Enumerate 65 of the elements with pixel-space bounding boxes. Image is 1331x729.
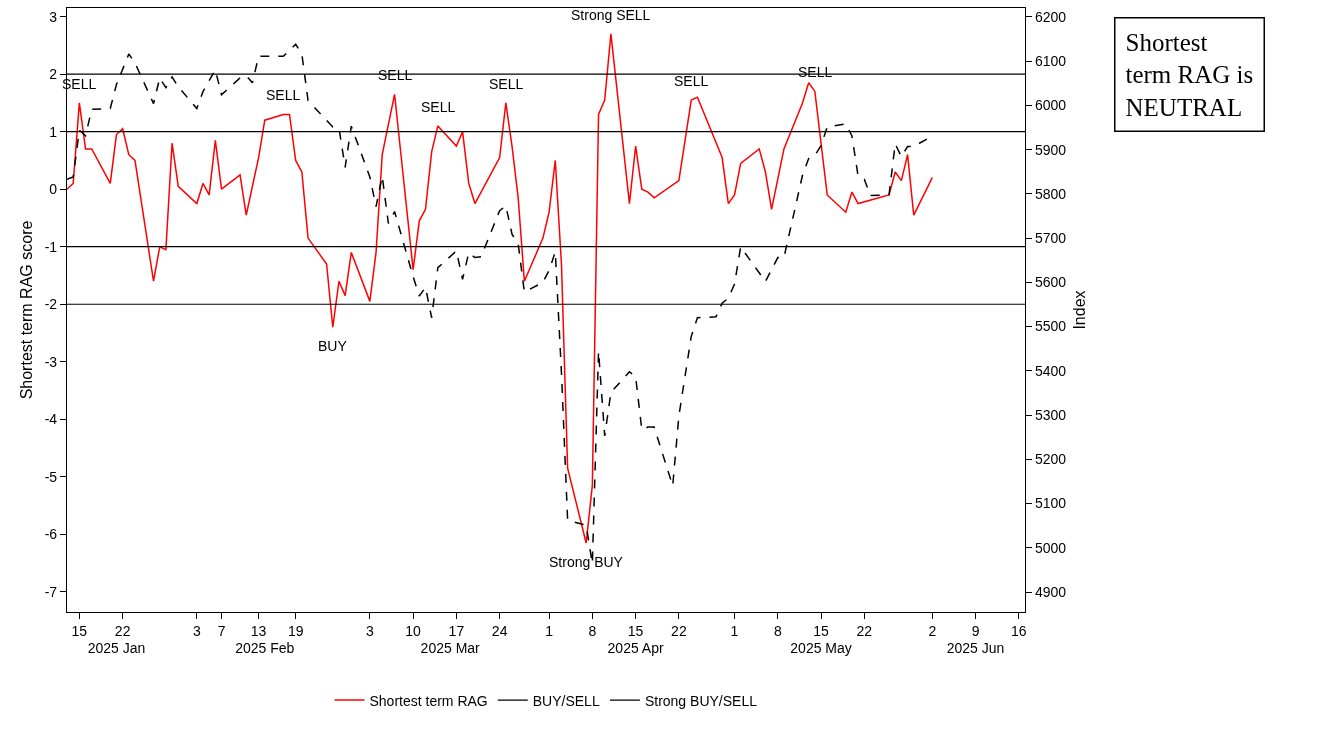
y-tick-label: 1 bbox=[49, 123, 58, 140]
x-tick-label: 15 bbox=[627, 622, 644, 639]
annotation: BUY bbox=[318, 338, 348, 354]
x2-tick-label: 2025 Jan bbox=[87, 640, 146, 656]
y-tick-label: -6 bbox=[44, 526, 58, 543]
legend-label: Strong BUY/SELL bbox=[644, 692, 758, 709]
x-tick-label: 24 bbox=[491, 622, 508, 639]
y-axis-title: Shortest term RAG score bbox=[17, 220, 35, 400]
y2-tick-label: 5700 bbox=[1034, 230, 1067, 246]
y2-tick-label: 5500 bbox=[1034, 318, 1067, 335]
x-tick-label: 15 bbox=[71, 622, 88, 639]
y2-tick-label: 6200 bbox=[1034, 8, 1067, 25]
x-tick-label: 22 bbox=[856, 622, 873, 639]
y2-axis-title: Index bbox=[1070, 290, 1088, 330]
y-tick-label: -3 bbox=[44, 353, 58, 370]
y-tick-label: 0 bbox=[49, 181, 58, 198]
y-tick-label: -2 bbox=[44, 296, 58, 313]
text: Shortest term RAG is NEUTRAL bbox=[1125, 28, 1254, 121]
annotation: Strong BUY bbox=[549, 554, 624, 570]
x2-tick-label: 2025 Jun bbox=[946, 640, 1005, 656]
y-tick-label: -4 bbox=[44, 411, 58, 428]
x-tick-label: 2 bbox=[928, 622, 937, 639]
y2-tick-label: 5600 bbox=[1034, 274, 1067, 291]
y2-tick-label: 5200 bbox=[1034, 451, 1067, 468]
y2-tick-label: 6100 bbox=[1034, 53, 1067, 69]
x2-tick-label: 2025 Feb bbox=[235, 640, 295, 656]
y-tick-label: 2 bbox=[49, 66, 58, 83]
x-tick-label: 1 bbox=[545, 622, 554, 639]
legend-label: Shortest term RAG bbox=[369, 692, 488, 709]
x-tick-label: 19 bbox=[287, 622, 304, 639]
annotation: SELL bbox=[489, 76, 524, 92]
x-tick-label: 10 bbox=[405, 622, 422, 639]
x-tick-label: 22 bbox=[114, 622, 131, 639]
x-tick-label: 8 bbox=[773, 622, 782, 639]
annotation: SELL bbox=[674, 73, 709, 89]
y-tick-label: -7 bbox=[44, 583, 58, 600]
x-tick-label: 13 bbox=[250, 622, 267, 639]
x2-tick-label: 2025 May bbox=[790, 640, 852, 656]
annotation: Strong SELL bbox=[571, 7, 651, 23]
x-tick-label: 17 bbox=[448, 622, 465, 639]
legend-label: BUY/SELL bbox=[532, 692, 600, 709]
y2-tick-label: 5000 bbox=[1034, 539, 1067, 556]
y2-tick-label: 4900 bbox=[1034, 583, 1067, 600]
x-tick-label: 16 bbox=[1011, 622, 1027, 639]
x-tick-label: 3 bbox=[365, 622, 374, 639]
y-tick-label: -1 bbox=[44, 238, 58, 255]
x-tick-label: 3 bbox=[192, 622, 201, 639]
y2-tick-label: 5900 bbox=[1034, 141, 1067, 158]
x-tick-label: 9 bbox=[971, 622, 980, 639]
annotation: SELL bbox=[266, 87, 301, 103]
y2-tick-label: 5800 bbox=[1034, 185, 1067, 202]
y2-tick-label: 5100 bbox=[1034, 495, 1067, 512]
y2-tick-label: 6000 bbox=[1034, 97, 1067, 114]
y-tick-label: 3 bbox=[49, 8, 58, 25]
x-tick-label: 15 bbox=[813, 622, 830, 639]
x-tick-label: 22 bbox=[671, 622, 687, 639]
x2-tick-label: 2025 Apr bbox=[607, 640, 664, 656]
y2-tick-label: 5400 bbox=[1034, 362, 1067, 379]
x-tick-label: 8 bbox=[588, 622, 597, 639]
x2-tick-label: 2025 Mar bbox=[420, 640, 481, 656]
y-tick-label: -5 bbox=[44, 468, 58, 485]
y2-tick-label: 5300 bbox=[1034, 406, 1067, 423]
x-tick-label: 7 bbox=[217, 622, 226, 639]
x-tick-label: 1 bbox=[730, 622, 739, 639]
annotation: SELL bbox=[421, 99, 456, 115]
